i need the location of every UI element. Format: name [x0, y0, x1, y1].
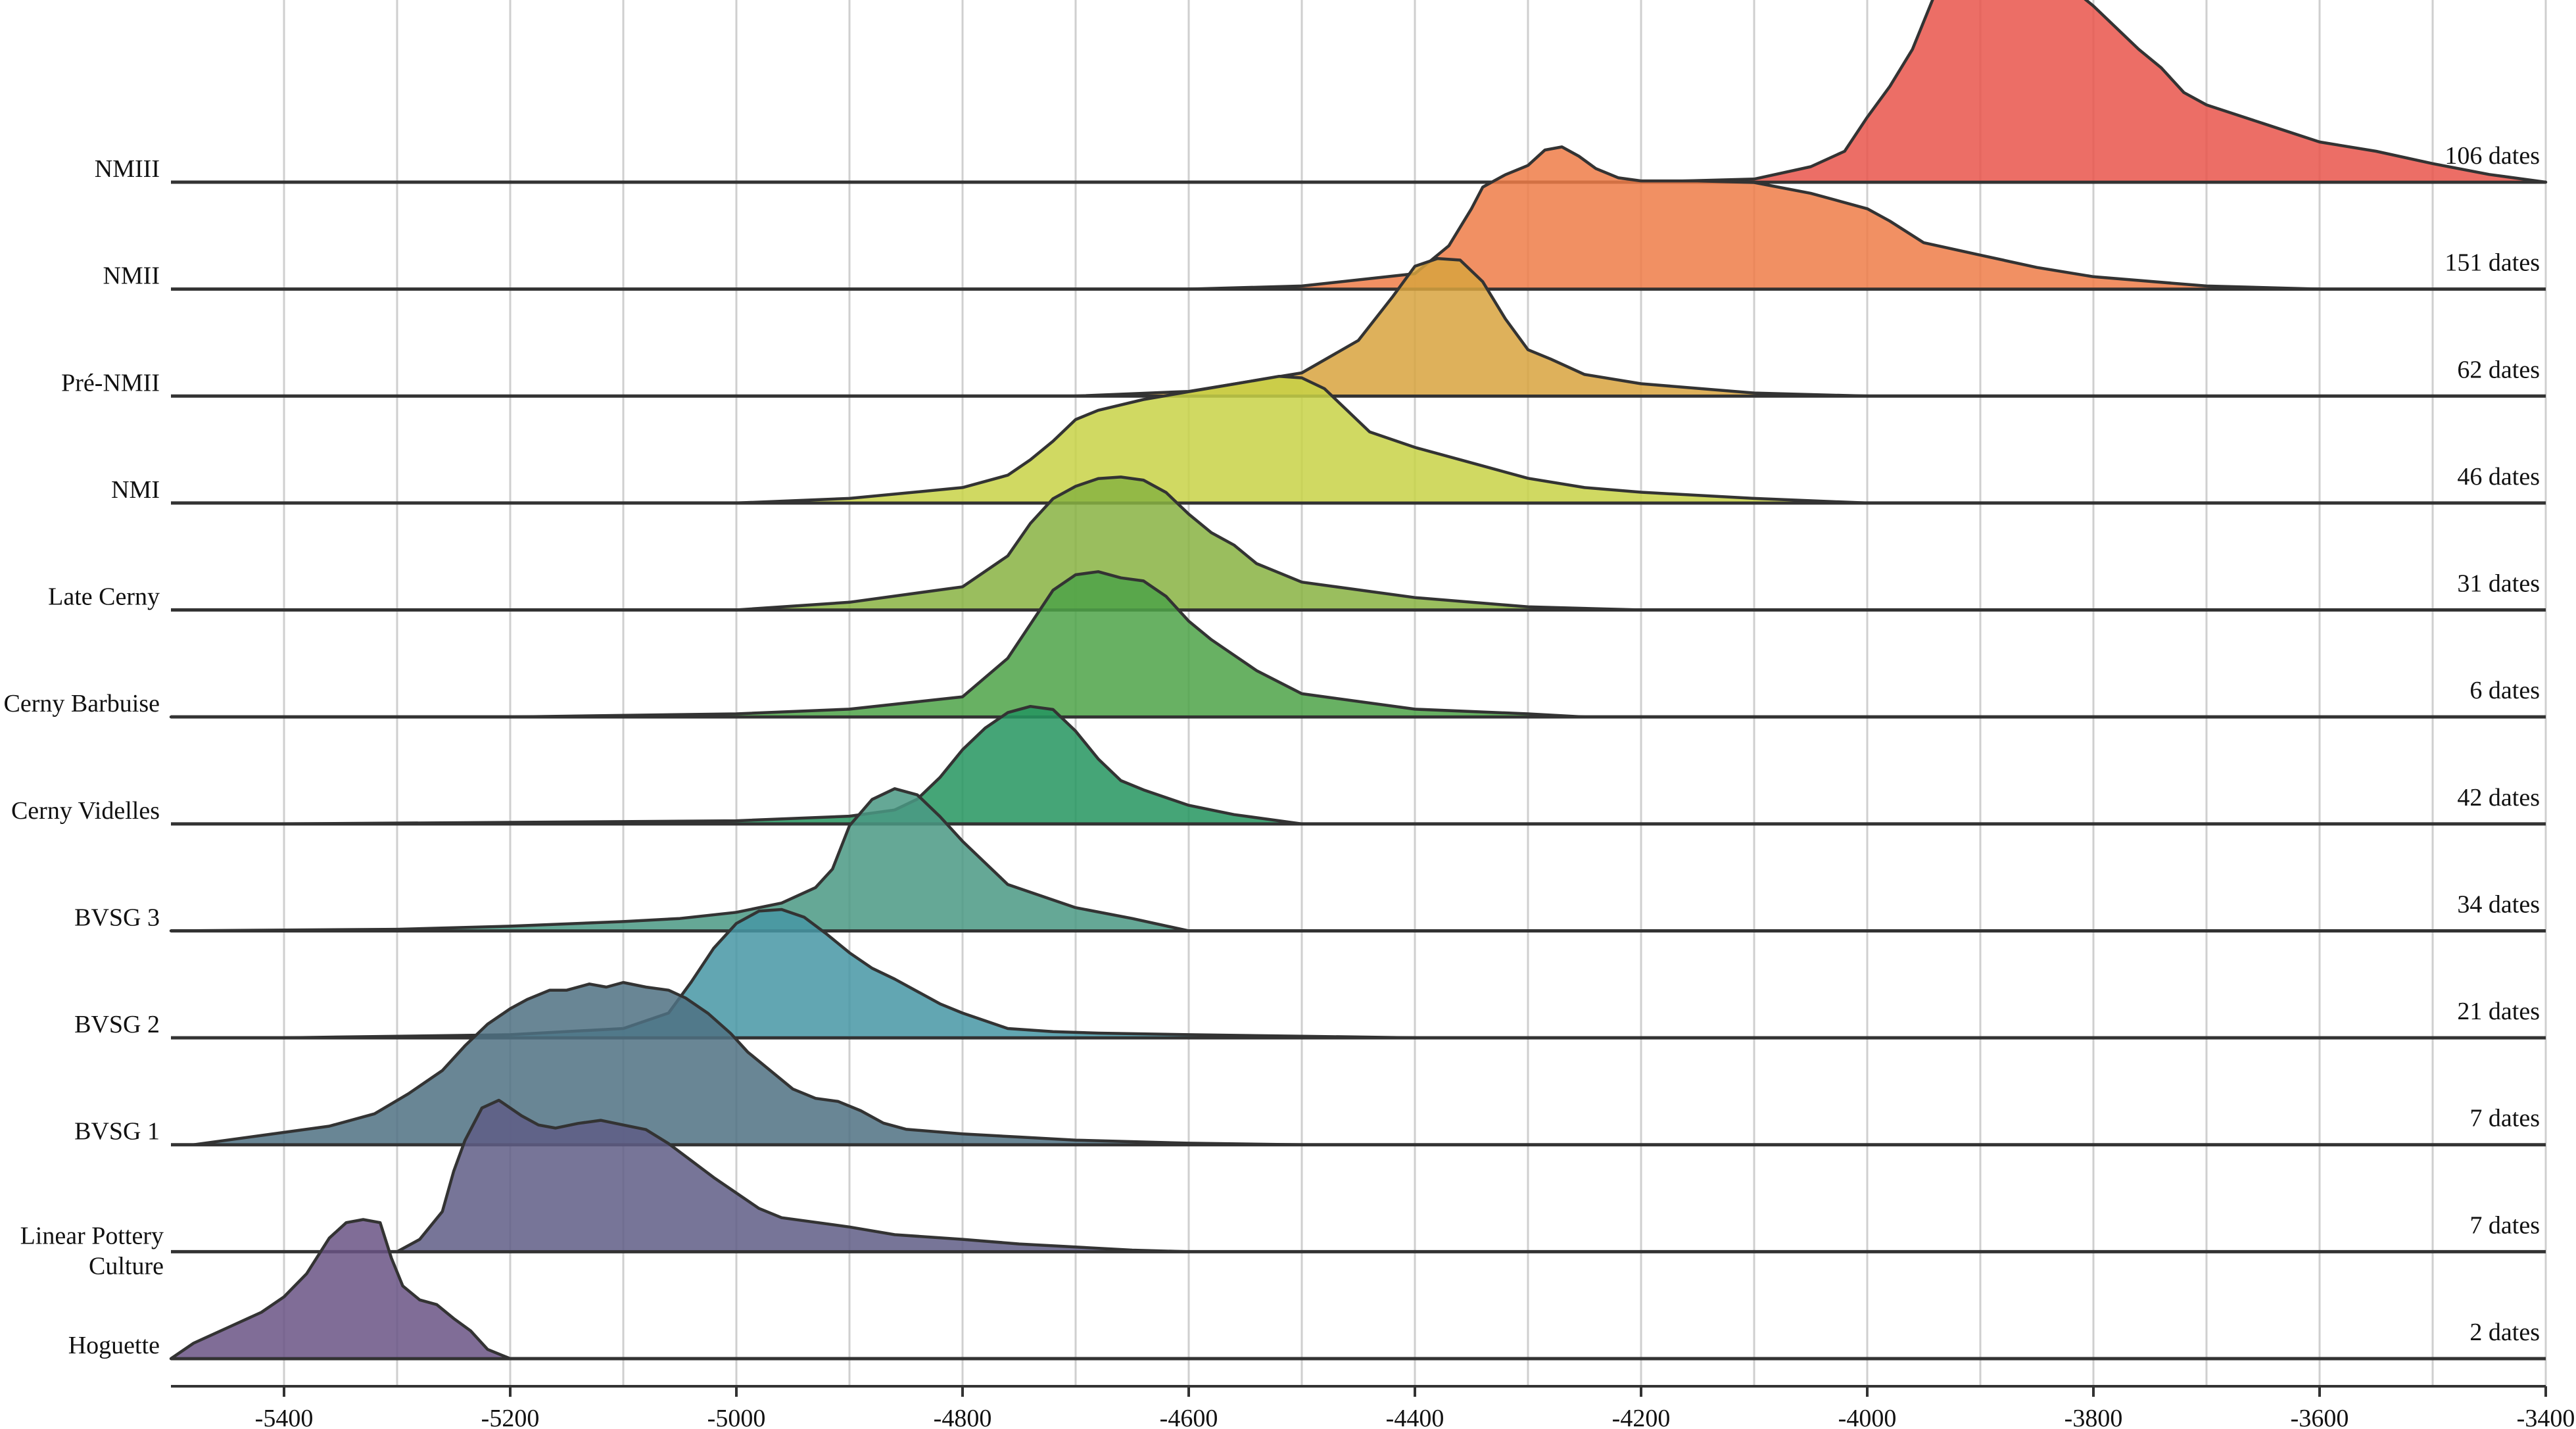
- series-count-label: 31 dates: [2457, 570, 2540, 598]
- x-tick-label: -3400: [2517, 1405, 2575, 1429]
- series-name-label: Pré-NMII: [61, 369, 160, 397]
- series-count-label: 46 dates: [2457, 463, 2540, 491]
- series-count-label: 7 dates: [2469, 1105, 2540, 1132]
- x-tick-label: -5200: [481, 1405, 540, 1429]
- series-name-label: Late Cerny: [48, 583, 160, 611]
- x-axis: -5400 -5200 -5000 -4800 -4600 -4400 -4200 -4000…: [171, 1385, 2575, 1429]
- series-name-label: BVSG 1: [74, 1118, 160, 1146]
- ridge-series: [171, 1098, 2546, 1253]
- series-name-label: Cerny Barbuise: [4, 690, 160, 717]
- density-area: [1187, 145, 2322, 291]
- density-area: [282, 908, 1417, 1040]
- density-area: [169, 787, 1191, 932]
- x-tick-label: -3800: [2064, 1405, 2123, 1429]
- series-name-label: NMII: [103, 262, 160, 290]
- x-tick-label: -5000: [707, 1405, 766, 1429]
- x-tick-label: -4800: [934, 1405, 992, 1429]
- series-labels: NMIII 106 dates NMII 151 dates Pré-NMII 62 da…: [4, 142, 2540, 1359]
- series-name-label: BVSG 3: [74, 904, 160, 931]
- series-count-label: 21 dates: [2457, 998, 2540, 1025]
- series-count-label: 7 dates: [2469, 1211, 2540, 1239]
- x-tick-label: -5400: [255, 1405, 314, 1429]
- series-name-label: Linear Pottery Culture: [20, 1222, 164, 1280]
- series-name-label: BVSG 2: [74, 1011, 160, 1038]
- ridge-series: [169, 1218, 2546, 1361]
- ridge-series: [171, 145, 2546, 291]
- series-count-label: 34 dates: [2457, 890, 2540, 918]
- ridge-series: [171, 0, 2548, 184]
- x-tick-label: -4600: [1160, 1405, 1218, 1429]
- series-count-label: 106 dates: [2445, 142, 2540, 170]
- density-area: [169, 1218, 512, 1361]
- series-name-label: NMIII: [95, 155, 160, 183]
- ridge-series: [171, 256, 2546, 398]
- ridge-series: [169, 787, 2546, 932]
- series-name-label: Cerny Videlles: [11, 797, 160, 825]
- series-count-label: 2 dates: [2469, 1319, 2540, 1346]
- ridge-series: [171, 475, 2546, 612]
- series-count-label: 62 dates: [2457, 356, 2540, 383]
- density-area: [1074, 256, 1869, 398]
- series-count-label: 151 dates: [2445, 249, 2540, 277]
- x-tick-label: -3600: [2291, 1405, 2349, 1429]
- series-name-label: Hoguette: [68, 1332, 160, 1359]
- series-count-label: 42 dates: [2457, 784, 2540, 811]
- x-tick-label: -4000: [1838, 1405, 1897, 1429]
- density-area: [169, 570, 1586, 719]
- ridge-series: [171, 704, 2546, 826]
- ridge-series: [171, 374, 2546, 505]
- density-area: [282, 704, 1304, 826]
- density-area: [734, 374, 1869, 505]
- density-area: [192, 981, 1304, 1146]
- ridges: [169, 0, 2548, 1361]
- ridge-series: [169, 570, 2546, 719]
- x-tick-label: -4400: [1386, 1405, 1444, 1429]
- density-area: [1639, 0, 2548, 184]
- series-count-label: 6 dates: [2469, 677, 2540, 704]
- density-area: [395, 1098, 1191, 1253]
- x-tick-label: -4200: [1612, 1405, 1671, 1429]
- density-area: [734, 475, 1643, 612]
- series-name-label: NMI: [111, 476, 160, 504]
